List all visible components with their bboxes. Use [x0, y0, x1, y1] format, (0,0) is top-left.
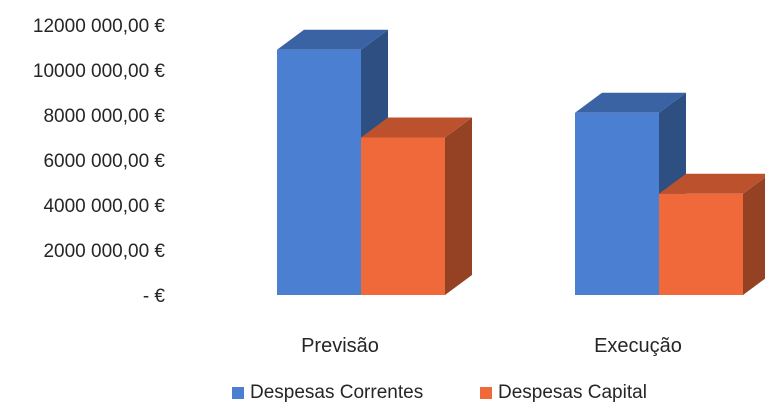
bar-despesas-correntes-execução-top — [575, 92, 686, 113]
y-tick-label: 10000 000,00 € — [33, 61, 166, 82]
bar-despesas-capital-execução — [659, 193, 743, 295]
bar-despesas-capital-execução-side — [743, 177, 765, 295]
y-tick-label: - € — [143, 286, 166, 307]
x-category-label: Execução — [594, 335, 682, 357]
y-tick-label: 2000 000,00 € — [43, 241, 165, 262]
bar-despesas-capital-previsão-top — [361, 117, 472, 138]
bar-despesas-capital-previsão — [361, 137, 445, 295]
legend-swatch-despesas-correntes — [232, 387, 244, 399]
bar-despesas-correntes-previsão — [277, 49, 361, 295]
legend-label-despesas-capital: Despesas Capital — [498, 382, 647, 403]
y-tick-label: 6000 000,00 € — [43, 151, 165, 172]
y-tick-label: 8000 000,00 € — [43, 106, 165, 127]
bar-despesas-correntes-execução — [575, 112, 659, 295]
legend-swatch-despesas-capital — [480, 387, 492, 399]
x-category-label: Previsão — [301, 335, 379, 357]
legend-label-despesas-correntes: Despesas Correntes — [250, 382, 423, 403]
y-tick-label: 12000 000,00 € — [33, 16, 166, 37]
bar-despesas-capital-previsão-side — [445, 117, 472, 295]
y-tick-label: 4000 000,00 € — [43, 196, 165, 217]
bar-despesas-correntes-previsão-top — [277, 29, 388, 50]
bar-despesas-capital-execução-top — [659, 173, 765, 194]
